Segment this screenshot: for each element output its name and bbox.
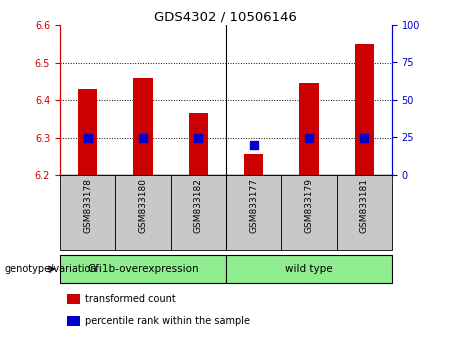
Point: [361, 135, 368, 140]
Bar: [115, 175, 171, 250]
Bar: [337, 175, 392, 250]
Bar: [66, 316, 80, 326]
Bar: [171, 175, 226, 250]
Text: Gfi1b-overexpression: Gfi1b-overexpression: [87, 264, 199, 274]
Bar: [226, 255, 392, 283]
Text: GSM833181: GSM833181: [360, 178, 369, 233]
Text: wild type: wild type: [285, 264, 333, 274]
Bar: [189, 113, 208, 175]
Point: [305, 135, 313, 140]
Text: transformed count: transformed count: [85, 294, 176, 304]
Bar: [60, 175, 115, 250]
Text: genotype/variation: genotype/variation: [5, 264, 97, 274]
Point: [84, 135, 91, 140]
Bar: [133, 78, 153, 175]
Text: GSM833182: GSM833182: [194, 178, 203, 233]
Point: [250, 142, 257, 148]
Bar: [299, 83, 319, 175]
Point: [195, 135, 202, 140]
Bar: [355, 44, 374, 175]
Point: [139, 135, 147, 140]
Text: percentile rank within the sample: percentile rank within the sample: [85, 316, 250, 326]
Text: GSM833179: GSM833179: [304, 178, 313, 233]
Bar: [244, 154, 263, 175]
Bar: [226, 175, 281, 250]
Title: GDS4302 / 10506146: GDS4302 / 10506146: [154, 11, 297, 24]
Bar: [78, 89, 97, 175]
Bar: [281, 175, 337, 250]
Text: GSM833180: GSM833180: [138, 178, 148, 233]
Text: GSM833178: GSM833178: [83, 178, 92, 233]
Text: GSM833177: GSM833177: [249, 178, 258, 233]
Bar: [60, 255, 226, 283]
Bar: [66, 294, 80, 304]
